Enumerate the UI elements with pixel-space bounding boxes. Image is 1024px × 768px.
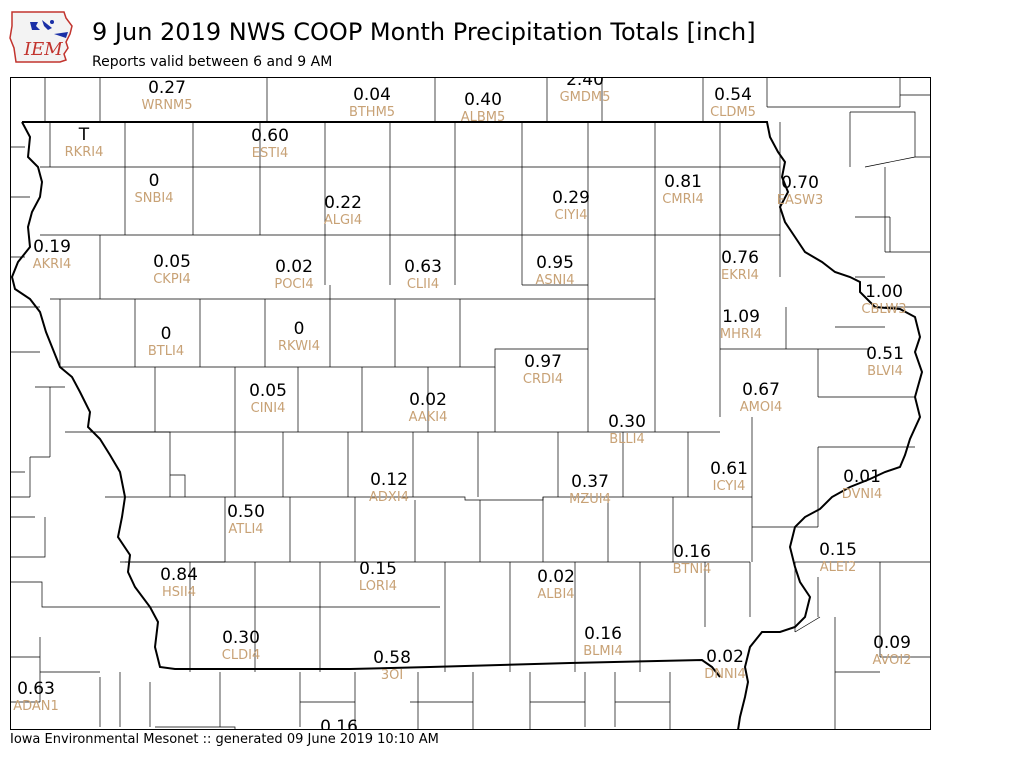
- precip-value: 0.30: [222, 628, 260, 648]
- precip-value: 2.40: [566, 77, 604, 90]
- station-id: DVNI4: [842, 487, 883, 502]
- station-id: CKPI4: [153, 272, 191, 287]
- station-id: ADXI4: [369, 490, 409, 505]
- precip-value: 0.50: [227, 502, 265, 522]
- county-boundaries: [10, 77, 930, 730]
- station-id: ALEI2: [820, 560, 856, 575]
- precip-value: 0: [149, 171, 160, 191]
- map-title: 9 Jun 2019 NWS COOP Month Precipitation …: [92, 18, 756, 46]
- station-id: ALBI4: [537, 587, 574, 602]
- station-id: ICYI4: [713, 479, 746, 494]
- station-id: ADAN1: [13, 699, 59, 714]
- station-id: BLMI4: [583, 644, 622, 659]
- precip-value: 0.29: [552, 188, 590, 208]
- precip-value: 1.09: [722, 307, 760, 327]
- station-id: ALBM5: [461, 110, 506, 125]
- precip-value: 0.05: [249, 381, 287, 401]
- precip-value: 0.60: [251, 126, 289, 146]
- station-id: RKWI4: [278, 339, 320, 354]
- precip-value: 0.02: [409, 390, 447, 410]
- precip-value: 0.12: [370, 470, 408, 490]
- precip-value: 0.58: [373, 648, 411, 668]
- station-id: AAKI4: [409, 410, 448, 425]
- station-id: BLVI4: [867, 364, 903, 379]
- precip-value: 0.63: [404, 257, 442, 277]
- precip-value: 0.95: [536, 253, 574, 273]
- precip-value: 0.01: [843, 467, 881, 487]
- station-id: 3OI: [381, 668, 403, 683]
- station-id: SNBI4: [135, 191, 174, 206]
- precip-value: 0.81: [664, 172, 702, 192]
- precip-value: 0.40: [464, 90, 502, 110]
- station-id: ESTI4: [252, 146, 289, 161]
- precip-value: 0.51: [866, 344, 904, 364]
- precip-value: 0.27: [148, 78, 186, 98]
- precip-value: 0.19: [33, 237, 71, 257]
- station-id: AVOI2: [872, 653, 911, 668]
- precip-value: 0.02: [275, 257, 313, 277]
- precip-value: 0.30: [608, 412, 646, 432]
- station-id: AMOI4: [740, 400, 782, 415]
- station-id: CLDM5: [710, 105, 756, 120]
- precip-value: 0.37: [571, 472, 609, 492]
- precip-value: 0: [161, 324, 172, 344]
- precip-value: 0.22: [324, 193, 362, 213]
- station-id: BTHM5: [349, 105, 395, 120]
- station-id: MZUI4: [569, 492, 611, 507]
- precip-value: 0.15: [819, 540, 857, 560]
- precip-value: 0.84: [160, 565, 198, 585]
- precip-value: 0.67: [742, 380, 780, 400]
- map-subtitle: Reports valid between 6 and 9 AM: [92, 54, 333, 70]
- station-id: ALGI4: [324, 213, 362, 228]
- station-id: GMDM5: [560, 90, 611, 105]
- station-id: ASNI4: [536, 273, 575, 288]
- station-id: BLLI4: [609, 432, 645, 447]
- station-id: CMRI4: [662, 192, 703, 207]
- precip-value: 0.02: [537, 567, 575, 587]
- state-boundaries: [10, 121, 924, 731]
- logo-text: IEM: [23, 39, 63, 60]
- station-id: CRDI4: [523, 372, 563, 387]
- precip-value: 0.61: [710, 459, 748, 479]
- station-id: DNNI4: [704, 667, 746, 682]
- station-id: RKRI4: [65, 145, 104, 160]
- iem-logo: IEM: [8, 8, 76, 64]
- precip-value: 0.16: [320, 717, 358, 730]
- station-id: AKRI4: [33, 257, 72, 272]
- precip-value: T: [78, 125, 90, 145]
- precip-value: 0.05: [153, 252, 191, 272]
- station-id: LORI4: [359, 579, 397, 594]
- precip-value: 0.02: [706, 647, 744, 667]
- station-id: EKRI4: [721, 268, 759, 283]
- precip-value: 0.70: [781, 173, 819, 193]
- precip-value: 0.54: [714, 85, 752, 105]
- precip-value: 0: [294, 319, 305, 339]
- precipitation-map: 0.27 WRNM5 0.04 BTHM5 0.40 ALBM5 2.40 GMDM5 0.54…: [10, 70, 931, 737]
- precip-value: 0.63: [17, 679, 55, 699]
- station-id: CINI4: [251, 401, 286, 416]
- precip-value: 0.16: [673, 542, 711, 562]
- station-id: CBLW3: [861, 302, 906, 317]
- station-id: WRNM5: [141, 98, 192, 113]
- station-id: ATLI4: [228, 522, 263, 537]
- precip-value: 0.09: [873, 633, 911, 653]
- precip-value: 0.16: [584, 624, 622, 644]
- station-id: CLDI4: [222, 648, 260, 663]
- precip-value: 0.97: [524, 352, 562, 372]
- precip-value: 0.04: [353, 85, 391, 105]
- station-id: BTLI4: [148, 344, 184, 359]
- station-id: HSII4: [162, 585, 196, 600]
- station-id: BTNI4: [673, 562, 712, 577]
- station-id: MHRI4: [720, 327, 762, 342]
- station-id: CLII4: [407, 277, 439, 292]
- footer-credit: Iowa Environmental Mesonet :: generated …: [10, 732, 439, 747]
- station-id: EASW3: [777, 193, 823, 208]
- precip-value: 0.76: [721, 248, 759, 268]
- precip-value: 0.15: [359, 559, 397, 579]
- station-id: CIYI4: [555, 208, 588, 223]
- precip-value: 1.00: [865, 282, 903, 302]
- station-id: POCI4: [274, 277, 313, 292]
